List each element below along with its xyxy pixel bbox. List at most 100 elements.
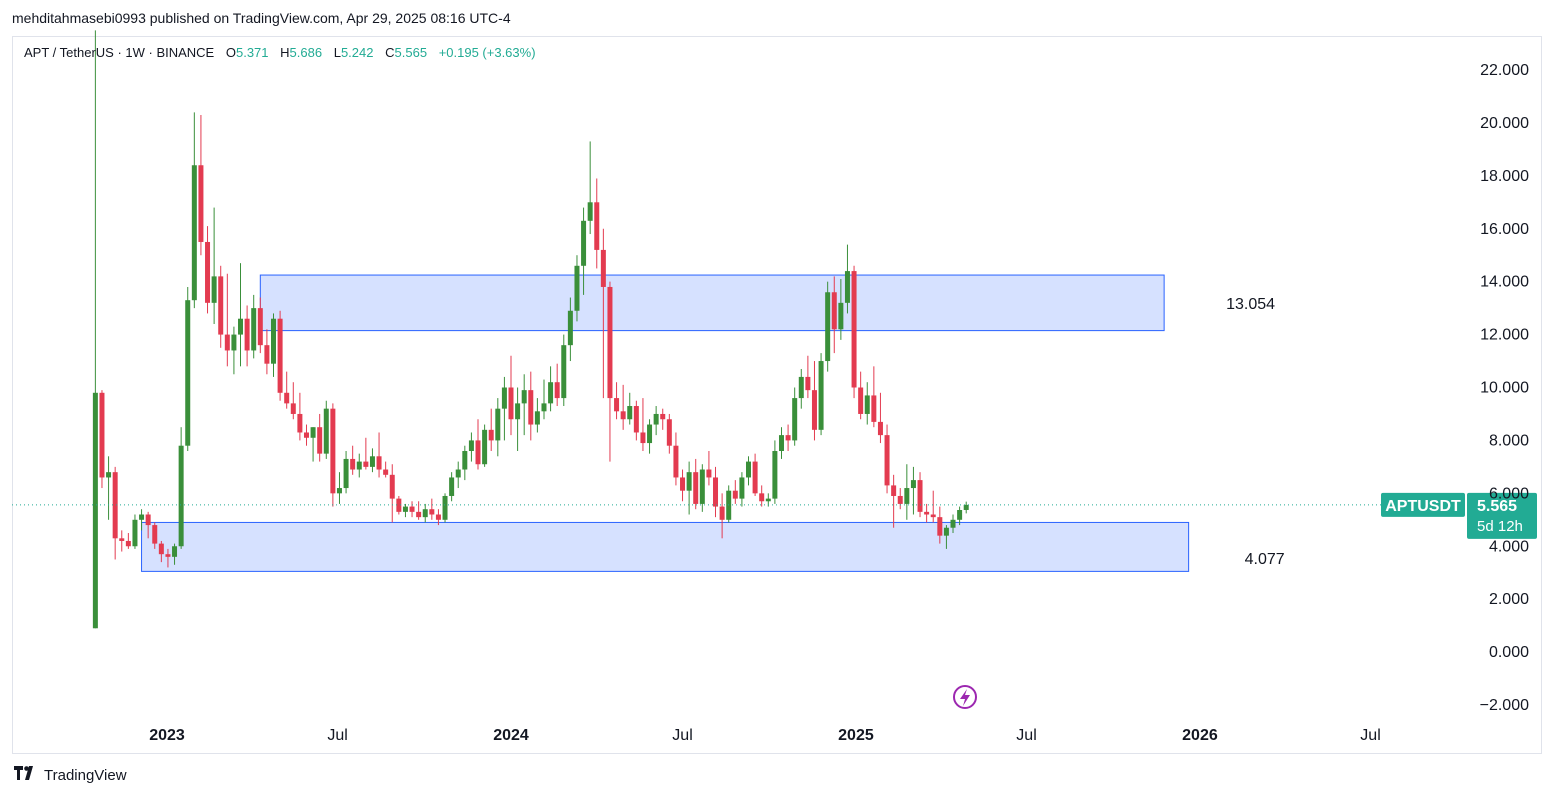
- candle-body: [119, 538, 125, 541]
- candle: [660, 408, 666, 430]
- legend-close-value: 5.565: [394, 45, 428, 60]
- candle: [369, 448, 375, 473]
- candle: [831, 276, 837, 354]
- candle: [858, 371, 864, 420]
- x-tick-label: Jul: [1016, 727, 1036, 744]
- candle-body: [798, 376, 804, 399]
- candle: [251, 294, 257, 359]
- candle: [825, 281, 831, 372]
- candle: [930, 490, 936, 523]
- candle-body: [904, 488, 910, 504]
- candle: [726, 485, 732, 523]
- candle-body: [706, 469, 712, 478]
- publish-info: mehditahmasebi0993 published on TradingV…: [12, 10, 511, 26]
- x-tick-label: Jul: [672, 727, 692, 744]
- y-tick-label: 14.000: [1480, 274, 1529, 291]
- lightning-icon[interactable]: [953, 685, 977, 709]
- candle-body: [125, 540, 131, 547]
- candle: [119, 530, 125, 552]
- candle-body: [534, 411, 540, 425]
- candle-body: [442, 495, 448, 520]
- candle: [416, 501, 422, 520]
- candle: [488, 408, 494, 451]
- candle: [284, 371, 290, 409]
- price-tag-price: 5.565: [1477, 498, 1517, 515]
- candle: [633, 400, 639, 441]
- candle-body: [877, 421, 883, 436]
- candle: [587, 141, 593, 235]
- candle-body: [521, 390, 527, 404]
- candle-body: [567, 310, 573, 346]
- candle-body: [369, 456, 375, 467]
- candle: [792, 387, 798, 446]
- candle-body: [264, 345, 270, 364]
- zone-label-resistance: 13.054: [1226, 296, 1275, 313]
- x-tick-label: 2023: [149, 727, 185, 744]
- candle-body: [383, 469, 389, 475]
- candle-body: [825, 292, 831, 362]
- candle: [554, 363, 560, 407]
- candle: [653, 406, 659, 436]
- candle-body: [178, 445, 184, 547]
- footer-brand[interactable]: TradingView: [14, 766, 127, 784]
- candle-body: [666, 419, 672, 446]
- x-tick-label: Jul: [1360, 727, 1380, 744]
- candle: [449, 472, 455, 502]
- candle: [495, 398, 501, 457]
- candle: [462, 445, 468, 481]
- candle: [640, 398, 646, 451]
- candle-body: [402, 506, 408, 512]
- candle-body: [244, 318, 250, 351]
- candle: [950, 514, 956, 534]
- candle: [145, 511, 151, 539]
- candle-body: [765, 498, 771, 502]
- candle-body: [831, 292, 837, 330]
- candle-body: [739, 477, 745, 499]
- y-tick-label: 12.000: [1480, 327, 1529, 344]
- candle-body: [554, 382, 560, 399]
- candle-body: [462, 451, 468, 470]
- candle-body: [943, 527, 949, 536]
- candle-body: [937, 517, 943, 536]
- candle: [257, 297, 263, 354]
- candle: [805, 355, 811, 399]
- candle-body: [270, 318, 276, 364]
- candle-body: [574, 265, 580, 311]
- candle-body: [238, 318, 244, 335]
- candle: [910, 466, 916, 515]
- candle-body: [963, 504, 969, 510]
- y-tick-label: −2.000: [1480, 697, 1529, 714]
- candle-body: [917, 480, 923, 512]
- candle-body: [350, 458, 356, 470]
- zone-label-support: 4.077: [1245, 551, 1285, 568]
- candle-body: [851, 271, 857, 388]
- candle: [864, 382, 870, 425]
- candle-body: [363, 461, 369, 467]
- candle-body: [198, 165, 204, 242]
- candle: [778, 427, 784, 459]
- candle-body: [864, 395, 870, 414]
- candle: [818, 353, 824, 436]
- candle: [231, 326, 237, 375]
- brand-name: TradingView: [44, 766, 127, 784]
- candle: [422, 503, 428, 523]
- candle-body: [356, 461, 362, 470]
- candle: [706, 451, 712, 486]
- candle-body: [165, 554, 171, 557]
- candle: [112, 466, 118, 560]
- candle: [752, 453, 758, 496]
- candle-body: [607, 286, 613, 399]
- candle: [310, 427, 316, 462]
- candle: [178, 427, 184, 549]
- candle: [541, 379, 547, 420]
- candle-body: [330, 408, 336, 494]
- candle-body: [778, 435, 784, 451]
- candle: [336, 472, 342, 504]
- price-tag-countdown: 5d 12h: [1477, 518, 1523, 535]
- candle: [501, 376, 507, 441]
- candle: [185, 286, 191, 451]
- candle: [238, 263, 244, 367]
- candle-body: [416, 511, 422, 518]
- candle: [713, 466, 719, 518]
